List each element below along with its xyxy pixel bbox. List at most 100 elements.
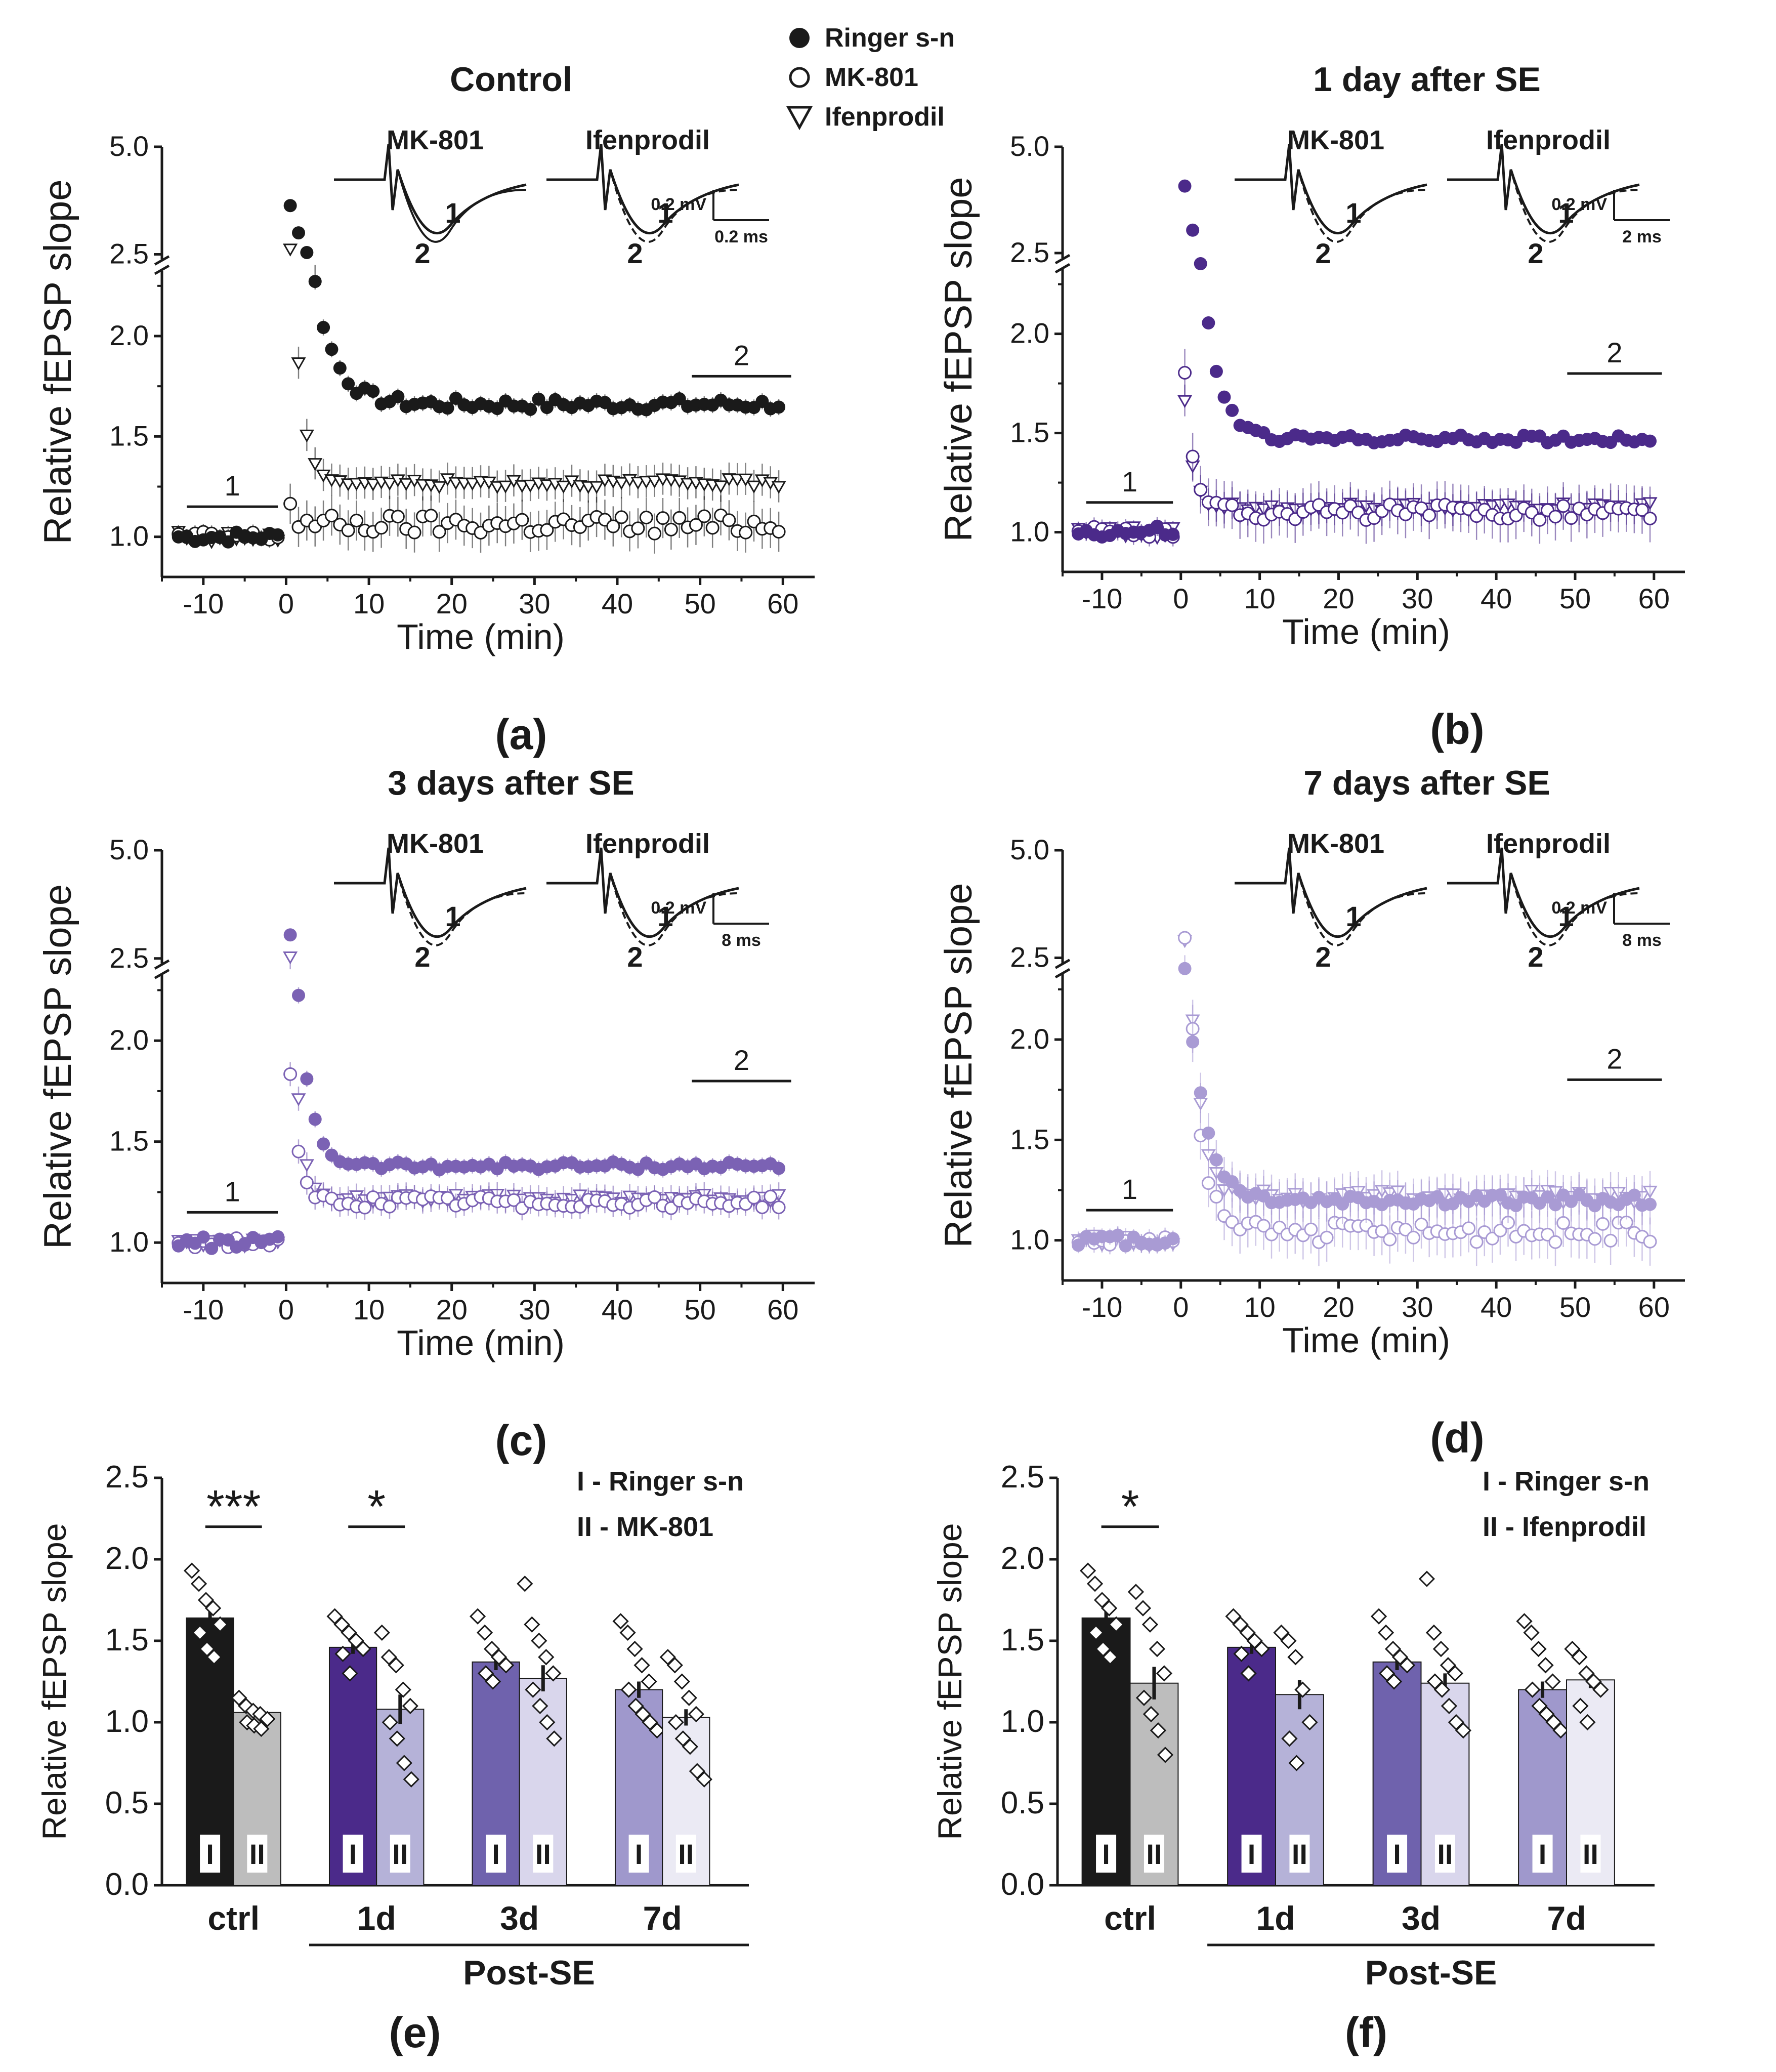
x-axis-label: Time (min) bbox=[397, 1323, 565, 1362]
y-tick-label: 2.5 bbox=[1010, 236, 1049, 268]
category-label: 1d bbox=[357, 1899, 396, 1937]
x-tick-label: 0 bbox=[278, 1294, 294, 1325]
data-point-mk801 bbox=[1186, 449, 1200, 464]
y-tick-label: 0.0 bbox=[1001, 1867, 1044, 1902]
data-point-mk801 bbox=[1533, 513, 1547, 527]
data-point-mk801 bbox=[1422, 508, 1436, 522]
trace-number-2: 2 bbox=[627, 941, 643, 973]
individual-point bbox=[682, 1738, 698, 1755]
data-point-mk801 bbox=[1556, 1216, 1571, 1230]
panel-label: (e) bbox=[389, 2009, 441, 2056]
x-tick-label: 30 bbox=[1402, 1291, 1433, 1323]
roman-label-box bbox=[533, 1835, 554, 1873]
trace-1 bbox=[546, 847, 739, 938]
roman-label: I bbox=[1102, 1838, 1110, 1870]
trace-2 bbox=[1235, 144, 1427, 243]
data-point-mk801 bbox=[705, 521, 720, 535]
x-tick-label: 10 bbox=[1244, 583, 1275, 614]
trace-number-2: 2 bbox=[414, 237, 430, 269]
roman-label-box bbox=[1532, 1835, 1553, 1873]
x-tick-label: 60 bbox=[1638, 1291, 1670, 1323]
data-point-ringer bbox=[1430, 1190, 1444, 1204]
individual-point bbox=[396, 1755, 412, 1771]
individual-point bbox=[1418, 1570, 1435, 1587]
individual-point bbox=[1552, 1722, 1569, 1739]
individual-point bbox=[1149, 1640, 1166, 1657]
data-point-ifenprodil bbox=[283, 243, 298, 257]
y-tick-label: 2.0 bbox=[1010, 317, 1049, 349]
data-point-ifenprodil bbox=[1177, 395, 1193, 408]
y-tick-label: 2.5 bbox=[109, 942, 149, 974]
data-point-ifenprodil bbox=[738, 473, 753, 487]
bar-legend-1: I - Ringer s-n bbox=[1483, 1466, 1650, 1497]
data-point-ifenprodil bbox=[515, 480, 530, 493]
data-point-mk801 bbox=[764, 1189, 778, 1204]
individual-point bbox=[1370, 1608, 1387, 1625]
individual-point bbox=[649, 1722, 665, 1739]
individual-point bbox=[395, 1681, 411, 1698]
trace-number-2: 2 bbox=[1528, 237, 1543, 269]
y-axis-label: Relative fEPSP slope bbox=[937, 883, 980, 1248]
individual-point bbox=[1281, 1730, 1298, 1747]
series-mk-801 bbox=[1071, 931, 1657, 1266]
trace-2 bbox=[1447, 144, 1640, 243]
panel-label: (f) bbox=[1345, 2009, 1387, 2056]
data-point-ifenprodil bbox=[465, 478, 480, 491]
data-point-ifenprodil bbox=[614, 477, 629, 490]
data-point-ringer bbox=[366, 385, 380, 398]
individual-point bbox=[666, 1657, 683, 1674]
x-tick-label: 10 bbox=[353, 1294, 385, 1325]
individual-point bbox=[524, 1616, 540, 1633]
data-point-ifenprodil bbox=[630, 477, 646, 490]
individual-point bbox=[1447, 1665, 1464, 1682]
bar-group-3d: I II bbox=[1370, 1570, 1472, 1886]
roman-label-box bbox=[486, 1835, 506, 1873]
bar-group-1d: I II bbox=[326, 1608, 425, 1886]
roman-label-box bbox=[628, 1835, 649, 1873]
individual-point bbox=[538, 1649, 555, 1666]
individual-point bbox=[1150, 1722, 1167, 1739]
individual-point bbox=[1157, 1747, 1174, 1763]
data-point-mk801 bbox=[755, 1200, 769, 1214]
individual-point bbox=[681, 1689, 697, 1706]
data-point-mk801 bbox=[324, 509, 339, 523]
individual-point bbox=[1544, 1673, 1561, 1690]
data-point-ifenprodil bbox=[291, 357, 306, 370]
trace-1 bbox=[1447, 144, 1640, 235]
data-point-ifenprodil bbox=[382, 477, 397, 491]
y-axis-label: Relative fEPSP slope bbox=[931, 1523, 968, 1840]
legend-label-ringer: Ringer s-n bbox=[825, 23, 955, 53]
legend-label-mk801: MK-801 bbox=[825, 63, 918, 92]
data-point-ifenprodil bbox=[647, 475, 662, 489]
x-tick-label: 50 bbox=[1559, 1291, 1591, 1323]
individual-point bbox=[1294, 1681, 1311, 1698]
data-point-ringer bbox=[1194, 1086, 1207, 1100]
data-point-ringer bbox=[283, 928, 297, 942]
roman-label-box bbox=[1096, 1835, 1117, 1873]
individual-point bbox=[1101, 1600, 1118, 1617]
individual-point bbox=[1087, 1624, 1105, 1641]
individual-point bbox=[1433, 1681, 1451, 1698]
data-point-mk801 bbox=[1643, 1234, 1657, 1249]
data-point-mk801 bbox=[739, 525, 753, 540]
data-point-ringer bbox=[1509, 1199, 1523, 1213]
data-point-ringer bbox=[325, 343, 339, 356]
data-point-ringer bbox=[524, 402, 537, 416]
individual-point bbox=[525, 1681, 541, 1698]
individual-point bbox=[1516, 1613, 1533, 1630]
category-label: 7d bbox=[643, 1899, 682, 1937]
individual-point bbox=[382, 1714, 398, 1731]
trace-number-1: 1 bbox=[1345, 197, 1361, 229]
x-axis-label: Time (min) bbox=[1282, 1320, 1450, 1360]
scale-bar-time: 8 ms bbox=[722, 931, 761, 950]
data-point-ringer bbox=[300, 1072, 314, 1086]
panel-title: 3 days after SE bbox=[388, 764, 635, 802]
data-point-mk801 bbox=[1548, 1235, 1562, 1249]
individual-point bbox=[183, 1562, 200, 1579]
y-tick-label: 1.0 bbox=[109, 520, 149, 552]
series-ringer-s-n bbox=[172, 199, 786, 549]
y-tick-label: 1.5 bbox=[105, 1623, 149, 1657]
inset-title: Ifenprodil bbox=[1486, 828, 1611, 859]
individual-point bbox=[1571, 1649, 1588, 1666]
